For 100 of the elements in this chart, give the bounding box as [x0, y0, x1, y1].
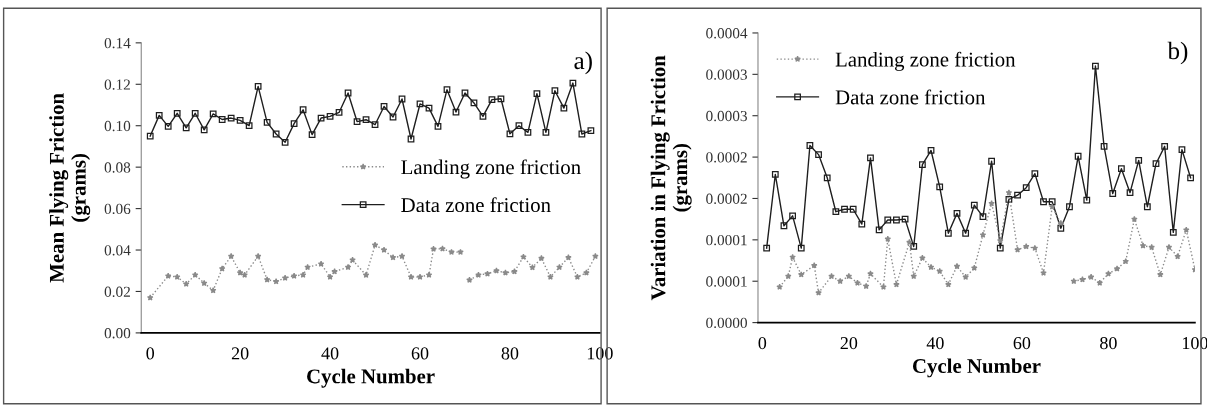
point [1148, 243, 1155, 251]
y-tick-label: 0.12 [104, 79, 130, 90]
point [862, 282, 870, 290]
point [362, 116, 370, 124]
point [1105, 270, 1112, 277]
point [1117, 165, 1125, 173]
point [407, 135, 415, 143]
point [936, 267, 943, 275]
y-tick-label: 0.08 [104, 162, 131, 173]
point [281, 138, 289, 146]
point [335, 109, 343, 116]
point [326, 112, 334, 120]
annotation: b) [1167, 41, 1188, 65]
point [1157, 271, 1164, 278]
point [353, 118, 361, 125]
point [996, 244, 1004, 252]
point [1005, 195, 1013, 203]
point [317, 260, 325, 267]
point [182, 124, 190, 132]
point [763, 244, 771, 252]
point [551, 87, 559, 95]
x-tick-label: 40 [321, 347, 339, 360]
point [263, 119, 271, 126]
point [461, 89, 469, 97]
point [1066, 203, 1073, 211]
point [1048, 203, 1056, 210]
point [797, 244, 805, 252]
point [1100, 142, 1108, 150]
point [281, 274, 289, 281]
point [815, 289, 822, 296]
y-tick-label: 0.0003 [706, 110, 747, 122]
point [146, 294, 154, 301]
point [416, 273, 424, 280]
point [488, 96, 496, 104]
point [574, 273, 581, 280]
point [565, 254, 572, 261]
point [497, 95, 505, 103]
point [218, 265, 226, 272]
point [910, 272, 918, 280]
point [1048, 198, 1056, 206]
point [538, 254, 545, 262]
line-series [146, 79, 595, 146]
point [1143, 203, 1151, 211]
x-tick-label: 20 [840, 337, 858, 350]
point [493, 267, 500, 274]
point [146, 132, 154, 140]
point [200, 279, 208, 287]
point [299, 106, 307, 114]
point [1040, 198, 1047, 206]
point [578, 130, 586, 138]
point [854, 279, 861, 286]
point [789, 253, 796, 261]
point [1031, 244, 1039, 251]
point [290, 120, 298, 128]
x-tick-label: 60 [411, 347, 429, 360]
point [1096, 279, 1104, 286]
legend-label: Data zone friction [401, 197, 551, 213]
point [254, 82, 262, 90]
point [227, 252, 235, 260]
point [849, 205, 857, 213]
point [1074, 152, 1082, 160]
point [592, 252, 599, 260]
point [263, 276, 271, 283]
point [317, 114, 325, 122]
point [1031, 170, 1039, 178]
point [349, 256, 356, 263]
point [245, 122, 253, 130]
x-axis-title: Cycle Number [307, 368, 435, 388]
point [1135, 156, 1143, 164]
point [560, 104, 568, 112]
point [1092, 62, 1099, 70]
point [542, 128, 550, 136]
point [1014, 191, 1021, 199]
y-tick-label: 0.04 [104, 245, 131, 256]
point [164, 122, 172, 130]
point [470, 99, 478, 107]
x-tick-label: 80 [501, 347, 519, 360]
point [272, 278, 280, 285]
point [884, 216, 892, 224]
point [380, 246, 388, 253]
point [1022, 243, 1030, 250]
point [173, 109, 181, 117]
y-tick-label: 0.0003 [706, 69, 747, 80]
point [771, 171, 779, 178]
point [884, 235, 892, 242]
point [906, 238, 913, 246]
point [299, 271, 307, 278]
point [344, 263, 352, 271]
point [919, 254, 926, 261]
y-tick-label: 0.14 [104, 37, 131, 49]
point [209, 110, 217, 118]
point [191, 271, 199, 278]
point [927, 147, 935, 154]
point [785, 272, 792, 280]
point [996, 237, 1004, 244]
point [155, 111, 163, 119]
point [389, 113, 397, 121]
point [236, 116, 244, 124]
y-tick-label: 0.0002 [706, 193, 747, 204]
point [1057, 224, 1065, 232]
